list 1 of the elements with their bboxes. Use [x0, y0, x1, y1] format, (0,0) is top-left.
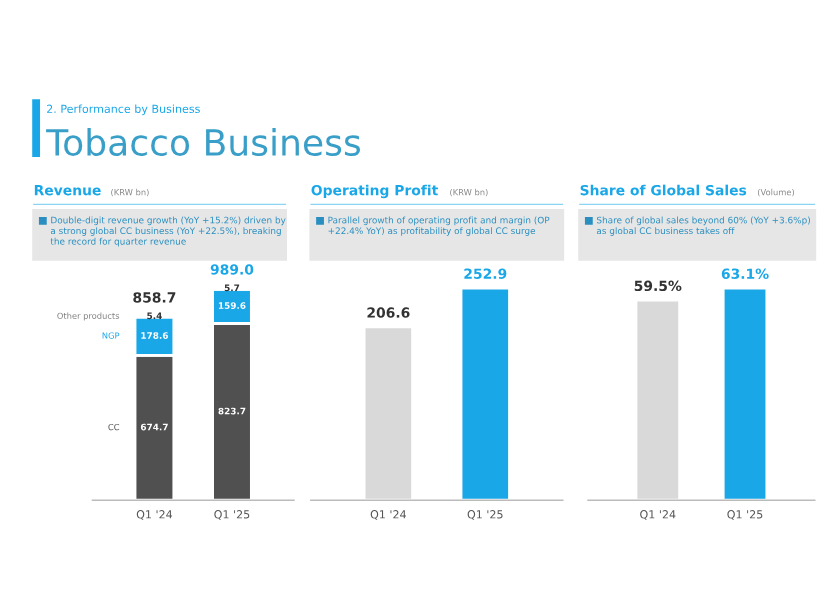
text: Tobacco Business	[46, 128, 361, 157]
